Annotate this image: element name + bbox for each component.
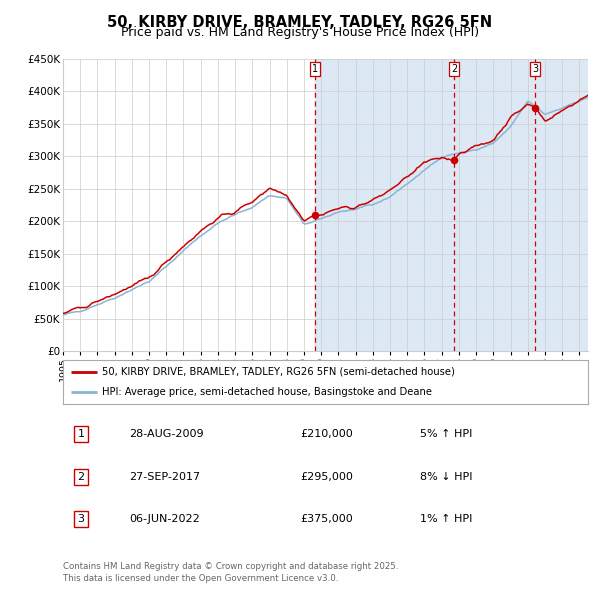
Text: 27-SEP-2017: 27-SEP-2017 xyxy=(129,472,200,481)
Text: 3: 3 xyxy=(77,514,85,524)
Text: £295,000: £295,000 xyxy=(300,472,353,481)
Text: £375,000: £375,000 xyxy=(300,514,353,524)
Text: Contains HM Land Registry data © Crown copyright and database right 2025.
This d: Contains HM Land Registry data © Crown c… xyxy=(63,562,398,583)
Text: 50, KIRBY DRIVE, BRAMLEY, TADLEY, RG26 5FN (semi-detached house): 50, KIRBY DRIVE, BRAMLEY, TADLEY, RG26 5… xyxy=(103,367,455,377)
Text: 5% ↑ HPI: 5% ↑ HPI xyxy=(420,430,472,439)
Text: 1: 1 xyxy=(77,430,85,439)
Bar xyxy=(316,59,600,351)
Text: HPI: Average price, semi-detached house, Basingstoke and Deane: HPI: Average price, semi-detached house,… xyxy=(103,387,433,397)
Text: 3: 3 xyxy=(532,64,538,74)
Text: 2: 2 xyxy=(451,64,458,74)
Text: 50, KIRBY DRIVE, BRAMLEY, TADLEY, RG26 5FN: 50, KIRBY DRIVE, BRAMLEY, TADLEY, RG26 5… xyxy=(107,15,493,30)
Text: 1% ↑ HPI: 1% ↑ HPI xyxy=(420,514,472,524)
Text: Price paid vs. HM Land Registry's House Price Index (HPI): Price paid vs. HM Land Registry's House … xyxy=(121,26,479,39)
Text: 28-AUG-2009: 28-AUG-2009 xyxy=(129,430,203,439)
Text: 2: 2 xyxy=(77,472,85,481)
Text: 8% ↓ HPI: 8% ↓ HPI xyxy=(420,472,473,481)
Text: 1: 1 xyxy=(312,64,319,74)
Text: 06-JUN-2022: 06-JUN-2022 xyxy=(129,514,200,524)
Text: £210,000: £210,000 xyxy=(300,430,353,439)
